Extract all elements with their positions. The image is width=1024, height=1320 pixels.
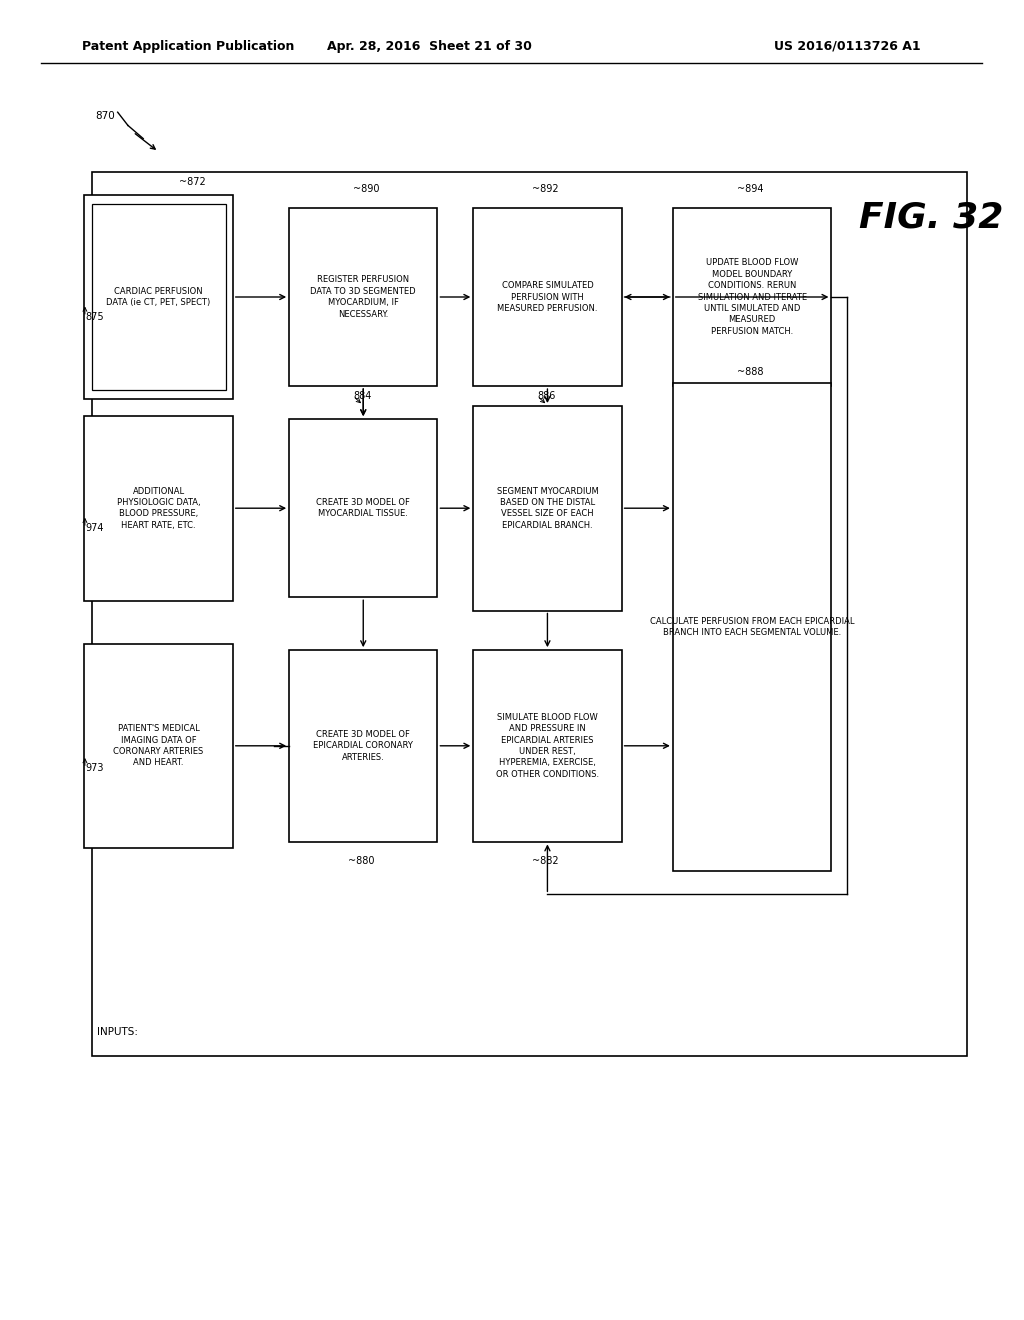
Text: ADDITIONAL
PHYSIOLOGIC DATA,
BLOOD PRESSURE,
HEART RATE, ETC.: ADDITIONAL PHYSIOLOGIC DATA, BLOOD PRESS… bbox=[117, 487, 201, 529]
Text: 973: 973 bbox=[85, 763, 103, 774]
Bar bbox=[84, 644, 232, 849]
Text: REGISTER PERFUSION
DATA TO 3D SEGMENTED
MYOCARDIUM, IF
NECESSARY.: REGISTER PERFUSION DATA TO 3D SEGMENTED … bbox=[310, 276, 416, 318]
Text: 870: 870 bbox=[95, 111, 115, 121]
Text: ~890: ~890 bbox=[353, 183, 380, 194]
Text: 974: 974 bbox=[85, 523, 103, 533]
Text: CALCULATE PERFUSION FROM EACH EPICARDIAL
BRANCH INTO EACH SEGMENTAL VOLUME.: CALCULATE PERFUSION FROM EACH EPICARDIAL… bbox=[650, 616, 854, 638]
Text: ~888: ~888 bbox=[736, 367, 763, 378]
Text: CREATE 3D MODEL OF
MYOCARDIAL TISSUE.: CREATE 3D MODEL OF MYOCARDIAL TISSUE. bbox=[316, 498, 411, 519]
Text: UPDATE BLOOD FLOW
MODEL BOUNDARY
CONDITIONS. RERUN
SIMULATION AND ITERATE
UNTIL : UPDATE BLOOD FLOW MODEL BOUNDARY CONDITI… bbox=[697, 259, 807, 335]
Text: FIG. 32: FIG. 32 bbox=[859, 201, 1004, 235]
Text: CREATE 3D MODEL OF
EPICARDIAL CORONARY
ARTERIES.: CREATE 3D MODEL OF EPICARDIAL CORONARY A… bbox=[313, 730, 414, 762]
Text: 884: 884 bbox=[353, 391, 372, 401]
Text: CARDIAC PERFUSION
DATA (ie CT, PET, SPECT): CARDIAC PERFUSION DATA (ie CT, PET, SPEC… bbox=[106, 286, 211, 308]
Text: US 2016/0113726 A1: US 2016/0113726 A1 bbox=[774, 40, 921, 53]
Text: COMPARE SIMULATED
PERFUSION WITH
MEASURED PERFUSION.: COMPARE SIMULATED PERFUSION WITH MEASURE… bbox=[498, 281, 598, 313]
Bar bbox=[92, 172, 967, 1056]
Text: PATIENT'S MEDICAL
IMAGING DATA OF
CORONARY ARTERIES
AND HEART.: PATIENT'S MEDICAL IMAGING DATA OF CORONA… bbox=[114, 725, 204, 767]
Bar bbox=[84, 416, 232, 601]
Text: ~894: ~894 bbox=[736, 183, 763, 194]
Bar bbox=[473, 651, 622, 842]
Bar bbox=[473, 209, 622, 385]
Bar bbox=[673, 209, 831, 385]
Text: SIMULATE BLOOD FLOW
AND PRESSURE IN
EPICARDIAL ARTERIES
UNDER REST,
HYPEREMIA, E: SIMULATE BLOOD FLOW AND PRESSURE IN EPIC… bbox=[496, 713, 599, 779]
Text: ~882: ~882 bbox=[532, 855, 559, 866]
Text: 886: 886 bbox=[538, 391, 556, 401]
Bar bbox=[289, 420, 437, 597]
Bar bbox=[84, 194, 232, 399]
Text: Patent Application Publication: Patent Application Publication bbox=[82, 40, 294, 53]
Text: INPUTS:: INPUTS: bbox=[97, 1027, 138, 1038]
Text: Apr. 28, 2016  Sheet 21 of 30: Apr. 28, 2016 Sheet 21 of 30 bbox=[328, 40, 532, 53]
Text: ~872: ~872 bbox=[179, 177, 206, 187]
Bar bbox=[673, 383, 831, 871]
Bar bbox=[91, 205, 225, 391]
Text: ~892: ~892 bbox=[532, 183, 559, 194]
Bar bbox=[289, 651, 437, 842]
Text: ~880: ~880 bbox=[348, 855, 375, 866]
Text: 875: 875 bbox=[85, 312, 103, 322]
Bar bbox=[473, 407, 622, 610]
Bar bbox=[289, 209, 437, 385]
Text: SEGMENT MYOCARDIUM
BASED ON THE DISTAL
VESSEL SIZE OF EACH
EPICARDIAL BRANCH.: SEGMENT MYOCARDIUM BASED ON THE DISTAL V… bbox=[497, 487, 598, 529]
